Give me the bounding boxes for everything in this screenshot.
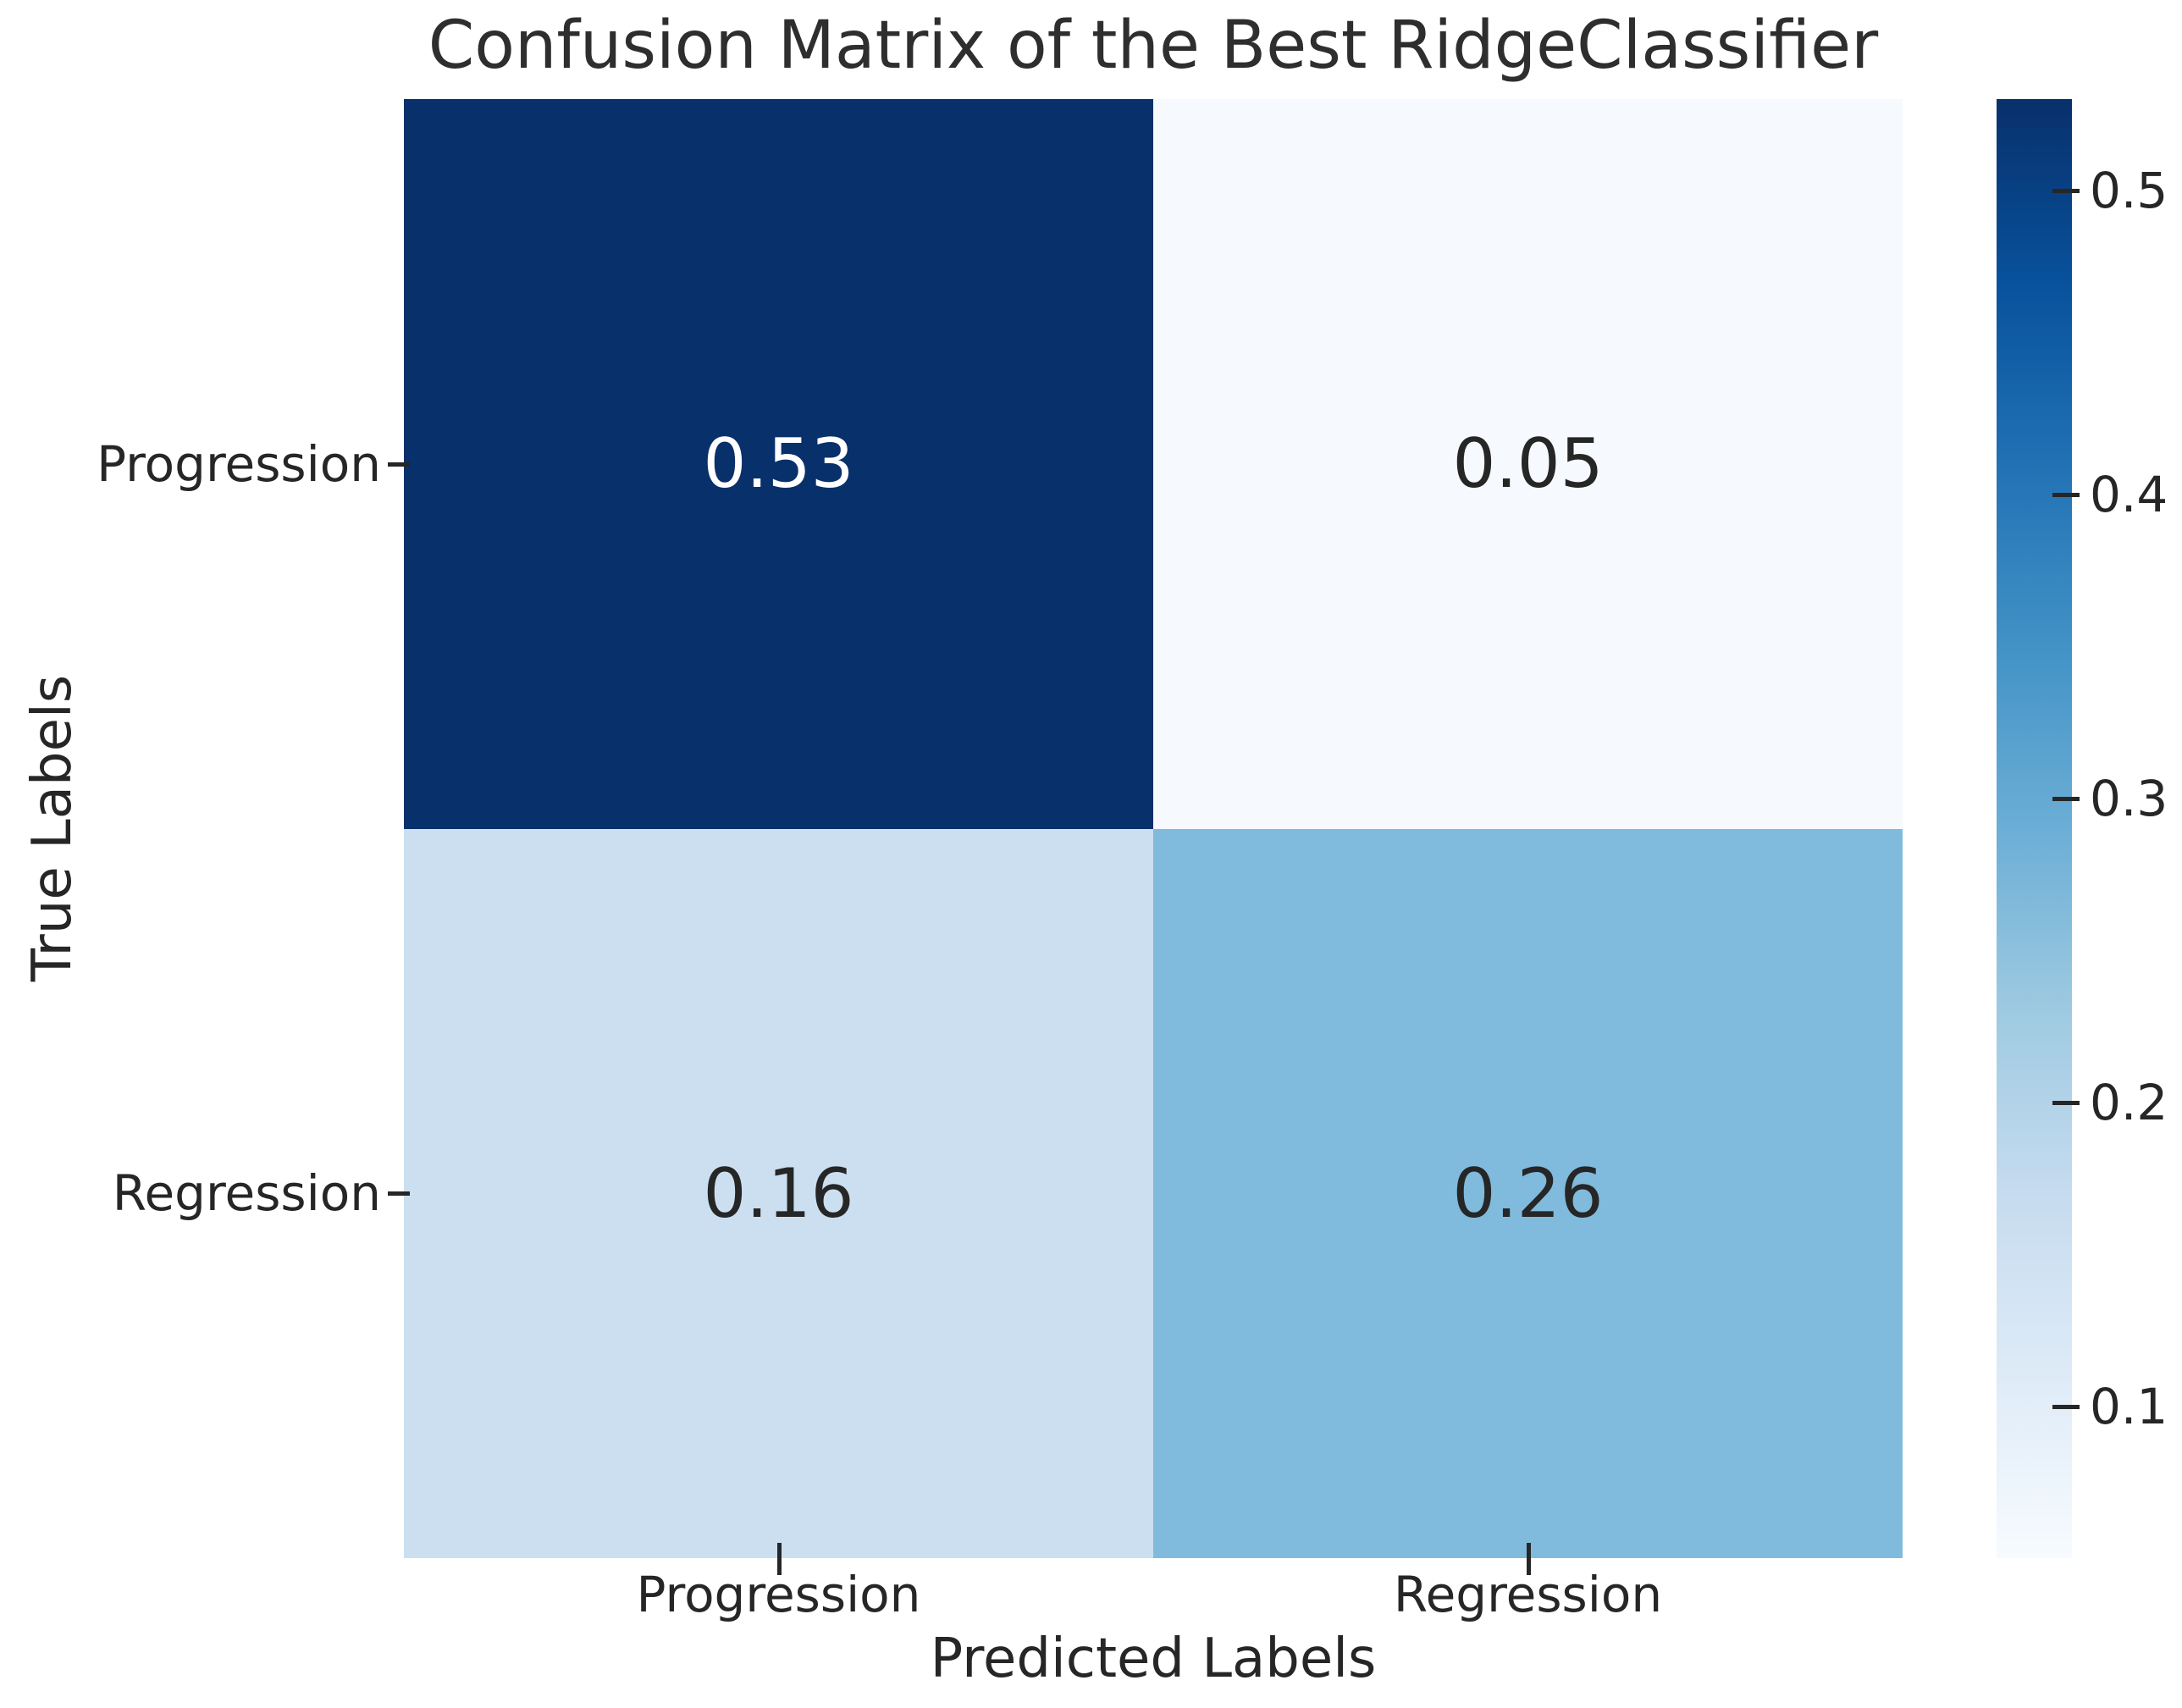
colorbar-tick-label: 0.5	[2090, 161, 2168, 219]
colorbar-tick-mark	[2052, 188, 2080, 193]
chart-title: Confusion Matrix of the Best RidgeClassi…	[428, 8, 1879, 84]
y-axis-tick-mark	[388, 1191, 410, 1197]
heatmap-cell: 0.53	[404, 99, 1153, 829]
cell-annotation: 0.53	[703, 424, 854, 504]
y-axis-label: True Labels	[21, 674, 84, 982]
colorbar-tick-mark	[2052, 492, 2080, 497]
heatmap-cell: 0.26	[1153, 828, 1903, 1558]
colorbar-tick-mark	[2052, 1100, 2080, 1105]
x-tick-label: Regression	[1393, 1566, 1663, 1623]
x-axis-tick-mark	[776, 1543, 782, 1575]
cell-annotation: 0.26	[1452, 1153, 1604, 1233]
colorbar-tick-mark	[2052, 796, 2080, 801]
colorbar-tick-label: 0.2	[2090, 1073, 2168, 1131]
y-tick-label: Progression	[97, 434, 381, 493]
colorbar-tick-label: 0.4	[2090, 465, 2168, 523]
colorbar-tick-label: 0.1	[2090, 1377, 2168, 1435]
colorbar	[1997, 99, 2072, 1558]
heatmap-cell: 0.05	[1153, 99, 1903, 829]
colorbar-tick-label: 0.3	[2090, 769, 2168, 827]
heatmap-cell: 0.16	[404, 828, 1153, 1558]
cell-annotation: 0.16	[703, 1153, 854, 1233]
x-axis-label: Predicted Labels	[930, 1628, 1377, 1690]
y-axis-tick-mark	[388, 462, 410, 467]
x-axis-tick-mark	[1526, 1543, 1531, 1575]
x-tick-label: Progression	[636, 1566, 921, 1623]
colorbar-tick-mark	[2052, 1404, 2080, 1409]
heatmap-grid: 0.53 0.05 0.16 0.26	[404, 99, 1903, 1558]
y-tick-label: Regression	[112, 1164, 381, 1223]
cell-annotation: 0.05	[1452, 424, 1604, 504]
